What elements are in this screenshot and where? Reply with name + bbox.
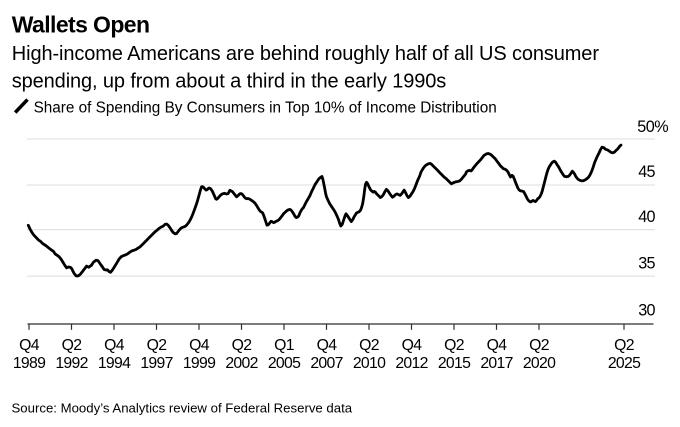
svg-text:Q4: Q4 — [317, 337, 338, 354]
svg-text:2012: 2012 — [395, 355, 427, 372]
svg-text:2017: 2017 — [480, 355, 512, 372]
svg-text:Q2: Q2 — [529, 337, 549, 354]
svg-text:spending, up from about a thir: spending, up from about a third in the e… — [12, 70, 446, 92]
svg-text:1992: 1992 — [55, 355, 87, 372]
svg-text:High-income Americans are behi: High-income Americans are behind roughly… — [12, 43, 600, 65]
svg-text:35: 35 — [638, 255, 655, 273]
svg-text:Q2: Q2 — [232, 337, 252, 354]
svg-text:Share of Spending By Consumers: Share of Spending By Consumers in Top 10… — [34, 99, 497, 116]
svg-text:Wallets Open: Wallets Open — [12, 12, 150, 38]
svg-text:Q1: Q1 — [274, 337, 295, 354]
svg-text:30: 30 — [638, 302, 655, 320]
svg-text:Q2: Q2 — [359, 337, 379, 354]
svg-text:1989: 1989 — [13, 355, 46, 372]
svg-text:2020: 2020 — [523, 355, 556, 372]
svg-text:2010: 2010 — [353, 355, 386, 372]
svg-text:2025: 2025 — [608, 355, 641, 372]
svg-text:1994: 1994 — [98, 355, 131, 372]
svg-text:Q2: Q2 — [444, 337, 464, 354]
svg-text:Q4: Q4 — [104, 337, 125, 354]
svg-text:Q2: Q2 — [62, 337, 82, 354]
svg-text:Q4: Q4 — [402, 337, 423, 354]
svg-text:2007: 2007 — [310, 355, 342, 372]
svg-text:Source: Moody’s Analytics revi: Source: Moody’s Analytics review of Fede… — [12, 400, 353, 415]
svg-text:1997: 1997 — [140, 355, 172, 372]
svg-text:40: 40 — [638, 208, 655, 226]
svg-text:2015: 2015 — [438, 355, 471, 372]
svg-text:Q4: Q4 — [189, 337, 210, 354]
svg-text:Q4: Q4 — [19, 337, 40, 354]
svg-text:2005: 2005 — [268, 355, 301, 372]
svg-text:Q2: Q2 — [614, 337, 634, 354]
svg-text:50%: 50% — [637, 118, 668, 136]
svg-text:1999: 1999 — [183, 355, 216, 372]
svg-text:Q4: Q4 — [487, 337, 508, 354]
svg-text:45: 45 — [638, 163, 655, 181]
svg-text:2002: 2002 — [225, 355, 257, 372]
svg-text:Q2: Q2 — [147, 337, 167, 354]
